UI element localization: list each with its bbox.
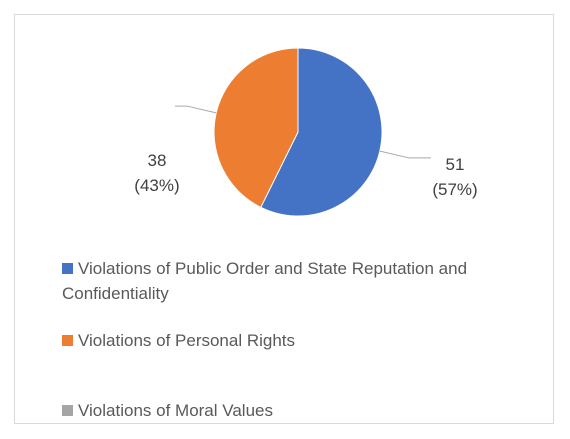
- legend-item: Violations of Moral Values: [62, 398, 532, 423]
- legend-label: Violations of Personal Rights: [78, 331, 296, 350]
- legend-swatch: [62, 335, 73, 346]
- legend-label: Violations of Moral Values: [78, 401, 273, 420]
- leader-line: [379, 150, 432, 159]
- legend-label: Violations of Public Order and State Rep…: [62, 259, 468, 303]
- legend-item: Violations of Personal Rights: [62, 328, 532, 353]
- data-label: 38 (43%): [134, 151, 179, 195]
- chart-frame: [14, 14, 554, 424]
- data-label: 51 (57%): [432, 155, 477, 199]
- pie-slice: [260, 47, 383, 217]
- legend-swatch: [62, 263, 73, 274]
- legend-item: Violations of Public Order and State Rep…: [62, 256, 532, 306]
- legend-swatch: [62, 405, 73, 416]
- leader-line: [174, 105, 217, 114]
